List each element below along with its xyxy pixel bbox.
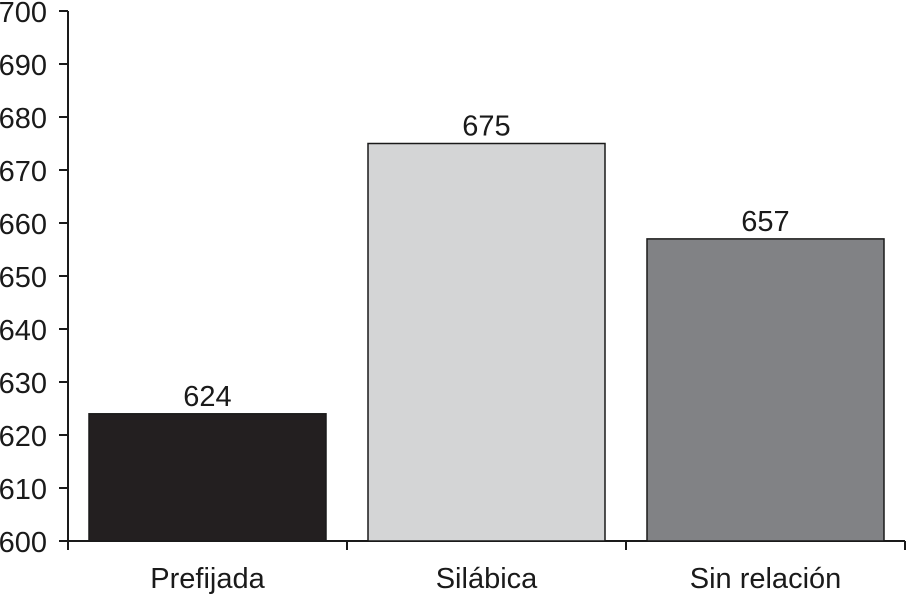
y-tick-label: 620 bbox=[0, 421, 47, 453]
x-category-label: Sin relación bbox=[690, 563, 842, 595]
y-tick-label: 690 bbox=[0, 50, 47, 82]
data-label: 657 bbox=[741, 206, 789, 238]
bar-silábica bbox=[367, 142, 606, 542]
x-axis: Prefijada Silábica Sin relación bbox=[67, 540, 906, 595]
bars: 624 675 657 bbox=[88, 111, 885, 542]
x-category-label: Prefijada bbox=[150, 563, 265, 595]
y-tick-label: 630 bbox=[0, 368, 47, 400]
data-label: 624 bbox=[183, 381, 231, 413]
y-tick-label: 640 bbox=[0, 315, 47, 347]
y-tick-label: 600 bbox=[0, 527, 47, 559]
x-category-label: Silábica bbox=[436, 563, 538, 595]
data-label: 675 bbox=[462, 111, 510, 143]
y-axis: 600 610 620 630 640 650 660 670 680 690 700 bbox=[0, 0, 69, 559]
y-tick-label: 700 bbox=[0, 0, 47, 29]
y-tick-label: 610 bbox=[0, 474, 47, 506]
bar-sin-relación bbox=[646, 238, 885, 542]
y-tick-label: 650 bbox=[0, 262, 47, 294]
y-tick-label: 670 bbox=[0, 156, 47, 188]
y-tick-label: 660 bbox=[0, 209, 47, 241]
y-tick-label: 680 bbox=[0, 103, 47, 135]
bar-prefijada bbox=[88, 413, 327, 542]
